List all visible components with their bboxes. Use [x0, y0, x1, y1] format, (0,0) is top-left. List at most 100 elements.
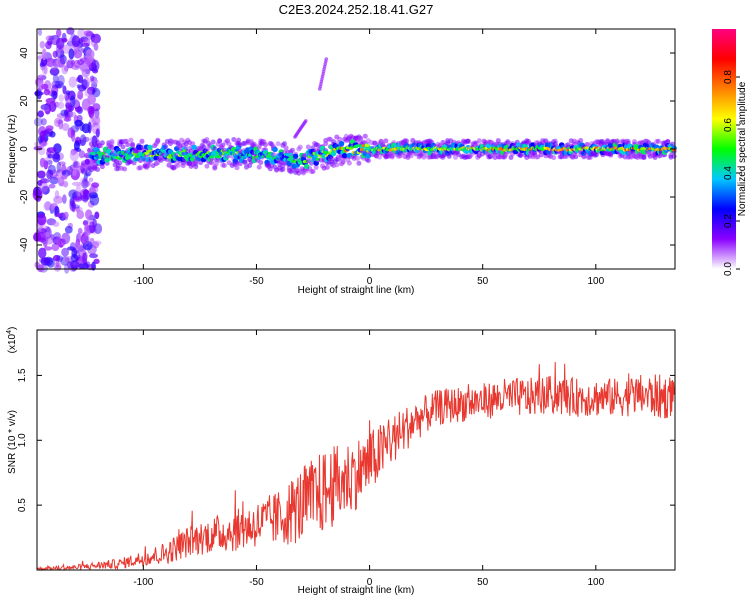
- heatmap-noise-cell: [83, 172, 88, 183]
- heatmap-ridge-halo: [251, 141, 257, 147]
- heatmap-ridge-halo: [210, 139, 216, 145]
- heatmap-noise-cell: [80, 233, 87, 245]
- heatmap-noise-cell: [69, 200, 76, 212]
- heatmap-noise-cell: [49, 101, 57, 113]
- heatmap-ridge-halo: [282, 141, 287, 147]
- heatmap-noise-cell: [41, 48, 47, 61]
- heatmap-noise-cell: [94, 211, 100, 220]
- heatmap-ridge-halo: [289, 147, 295, 153]
- heatmap-marks: [32, 27, 677, 274]
- heatmap-noise-cell: [58, 161, 66, 166]
- heatmap-noise-cell: [39, 41, 45, 49]
- colorbar-tick-label: 0.6: [723, 118, 734, 132]
- heatmap-noise-cell: [70, 111, 77, 118]
- heatmap-noise-cell: [87, 216, 92, 225]
- heatmap-noise-cell: [89, 75, 95, 82]
- heatmap-noise-cell: [94, 108, 100, 119]
- heatmap-x-axis-label: Height of straight line (km): [298, 285, 415, 296]
- snr-x-tick-label: 0: [367, 577, 373, 588]
- heatmap-noise-cell: [36, 214, 47, 226]
- heatmap-noise-cell: [64, 225, 73, 234]
- colorbar-tick-label: 0.8: [723, 70, 734, 84]
- heatmap-noise-cell: [71, 35, 81, 48]
- heatmap-ridge-halo: [193, 164, 199, 170]
- heatmap-ridge-halo: [324, 164, 330, 170]
- snr-x-tick-label: -100: [133, 577, 153, 588]
- heatmap-ridge-halo: [377, 154, 382, 160]
- heatmap-noise-cell: [40, 104, 51, 112]
- heatmap-noise-cell: [89, 253, 98, 259]
- heatmap-noise-cell: [49, 176, 59, 185]
- heatmap-ridge-halo: [310, 169, 316, 174]
- heatmap-ridge-body: [341, 153, 348, 159]
- heatmap-ridge-body: [292, 153, 299, 159]
- heatmap-noise-cell: [61, 123, 70, 131]
- colorbar: 0.0 0.2 0.4 0.6 0.8 Normalized spectral ampl…: [712, 29, 748, 276]
- heatmap-noise-cell: [47, 153, 54, 159]
- heatmap-noise-cell: [46, 160, 53, 165]
- heatmap-noise-cell: [43, 64, 48, 75]
- heatmap-noise-cell: [77, 59, 85, 66]
- snr-y-tick-label: 0.5: [17, 498, 28, 512]
- snr-panel: -100 -50 0 50 100 0.5 1.0 1.5 Height of straig…: [6, 327, 676, 596]
- heatmap-ridge-halo: [256, 145, 262, 151]
- heatmap-x-ticks: -100 -50 0 50 100: [133, 29, 605, 287]
- heatmap-streak-cell: [304, 119, 308, 123]
- heatmap-noise-cell: [45, 41, 52, 50]
- heatmap-ridge-halo: [404, 138, 409, 144]
- snr-x-ticks: -100 -50 0 50 100: [133, 330, 605, 588]
- heatmap-y-axis-label: Frequency (Hz): [7, 115, 18, 184]
- heatmap-noise-cell: [39, 178, 50, 184]
- heatmap-noise-cell: [37, 74, 42, 85]
- colorbar-ticks: 0.0 0.2 0.4 0.6 0.8: [723, 70, 740, 276]
- heatmap-noise-cell: [58, 118, 63, 130]
- heatmap-ridge-halo: [594, 152, 599, 158]
- heatmap-noise-cell: [79, 37, 86, 44]
- heatmap-noise-cell: [41, 185, 50, 195]
- heatmap-ridge-halo: [476, 138, 482, 144]
- heatmap-noise-cell: [56, 255, 64, 263]
- heatmap-ridge-halo: [354, 155, 360, 161]
- heatmap-ridge-halo: [180, 163, 186, 169]
- heatmap-ridge-halo: [608, 152, 614, 158]
- heatmap-ridge-body: [338, 140, 345, 147]
- heatmap-noise-cell: [91, 122, 101, 135]
- heatmap-noise-cell: [69, 165, 77, 173]
- chart-title: C2E3.2024.252.18.41.G27: [279, 2, 434, 17]
- heatmap-noise-cell: [45, 125, 54, 131]
- heatmap-noise-cell: [38, 247, 47, 259]
- heatmap-ridge-core: [323, 151, 328, 155]
- heatmap-noise-cell: [40, 257, 51, 266]
- heatmap-noise-cell: [66, 27, 75, 35]
- heatmap-noise-cell: [49, 131, 56, 138]
- heatmap-noise-cell: [69, 95, 76, 108]
- heatmap-noise-cell: [87, 147, 92, 153]
- heatmap-ridge-halo: [99, 140, 105, 146]
- heatmap-noise-cell: [77, 90, 84, 100]
- heatmap-noise-cell: [87, 94, 96, 105]
- heatmap-noise-cell: [40, 104, 50, 111]
- heatmap-noise-cell: [52, 221, 60, 228]
- heatmap-noise-cell: [79, 134, 87, 146]
- heatmap-noise-cell: [45, 57, 55, 67]
- heatmap-noise-cell: [92, 218, 97, 229]
- snr-y-exponent: (x104): [6, 327, 18, 354]
- heatmap-ridge-body: [330, 151, 337, 157]
- heatmap-ridge-halo: [389, 154, 395, 160]
- heatmap-ridge-halo: [358, 136, 363, 142]
- snr-x-tick-label: -50: [249, 577, 264, 588]
- heatmap-noise-cell: [88, 177, 94, 183]
- heatmap-ridge-halo: [671, 153, 677, 159]
- heatmap-x-tick-label: -100: [133, 276, 153, 287]
- heatmap-noise-cell: [75, 184, 82, 197]
- heatmap-noise-cell: [52, 153, 61, 163]
- heatmap-ridge-halo: [263, 142, 268, 148]
- heatmap-streak-cell: [324, 57, 329, 61]
- heatmap-ridge-halo: [145, 163, 151, 169]
- heatmap-ridge-halo: [117, 160, 123, 166]
- heatmap-noise-cell: [84, 158, 91, 165]
- heatmap-noise-cell: [74, 119, 83, 127]
- heatmap-noise-cell: [82, 234, 91, 245]
- heatmap-noise-cell: [78, 262, 89, 270]
